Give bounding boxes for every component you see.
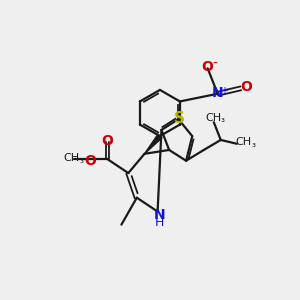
Text: O: O xyxy=(202,60,214,74)
Text: CH: CH xyxy=(235,137,251,147)
Text: ₃: ₃ xyxy=(80,155,83,165)
Text: N: N xyxy=(212,86,224,100)
Text: H: H xyxy=(154,216,164,229)
Text: ₃: ₃ xyxy=(220,114,224,124)
Text: ₃: ₃ xyxy=(252,139,256,149)
Text: O: O xyxy=(240,80,252,94)
Text: CH: CH xyxy=(206,112,222,123)
Text: -: - xyxy=(212,57,217,71)
Polygon shape xyxy=(145,134,162,154)
Text: N: N xyxy=(153,208,165,222)
Text: CH: CH xyxy=(63,153,80,164)
Text: O: O xyxy=(102,134,113,148)
Text: O: O xyxy=(85,154,97,168)
Text: S: S xyxy=(174,111,185,126)
Text: +: + xyxy=(220,86,228,96)
